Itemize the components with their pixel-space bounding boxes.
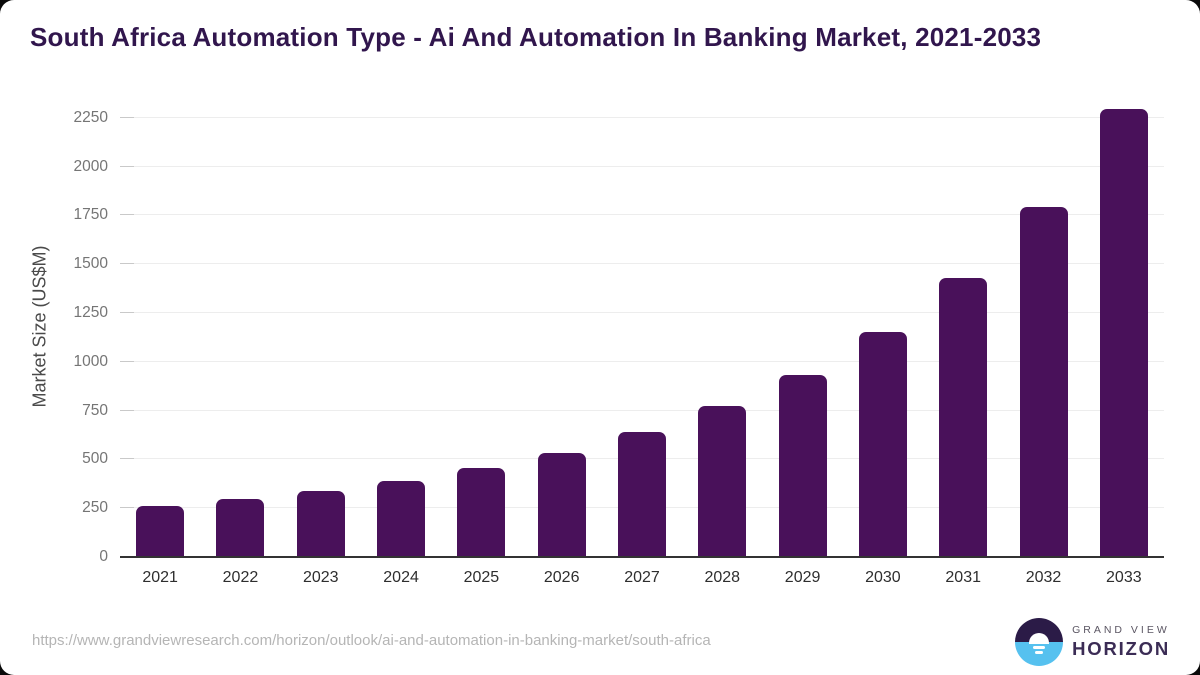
y-axis-title: Market Size (US$M)	[24, 95, 56, 557]
x-axis-label-2031: 2031	[945, 569, 981, 586]
bar-2021[interactable]	[136, 505, 185, 557]
bar-2027[interactable]	[618, 432, 666, 557]
y-axis-tick-label-1500: 1500	[73, 255, 108, 273]
x-axis-label-2032: 2032	[1025, 569, 1062, 586]
y-tick-mark-1750	[120, 214, 134, 216]
x-axis-labels: 2021 2022 2023 2024 2025 2026 2027 2028 2029 2030…	[120, 569, 1164, 591]
y-tick-mark-2000	[120, 165, 134, 167]
y-axis-tick-label-250: 250	[82, 499, 108, 517]
x-axis-label-2033: 2033	[1106, 569, 1142, 586]
brand-name-grand-view: GRAND VIEW	[1072, 624, 1170, 636]
y-axis-tick-label-1750: 1750	[73, 206, 108, 224]
y-tick-mark-500	[120, 458, 134, 460]
bar-2024[interactable]	[377, 480, 426, 557]
gridline-2250	[120, 116, 1164, 118]
y-tick-mark-2250	[120, 116, 134, 118]
y-axis-tick-label-1250: 1250	[73, 304, 108, 322]
grandview-horizon-logo: GRAND VIEW HORIZON	[1015, 618, 1170, 666]
bar-2023[interactable]	[296, 490, 345, 557]
bar-2033[interactable]	[1099, 109, 1148, 557]
y-axis-labels: 0 250 500 750 1000 1250 1500 1750 2000 2250	[58, 95, 108, 565]
y-tick-mark-1250	[120, 312, 134, 314]
bar-2030[interactable]	[858, 331, 907, 557]
x-axis-label-2029: 2029	[784, 569, 821, 586]
logo-text: GRAND VIEW HORIZON	[1072, 624, 1170, 660]
footer-url: https://www.grandviewresearch.com/horizo…	[32, 632, 711, 649]
x-axis-label-2023: 2023	[302, 569, 339, 586]
gridline-750	[120, 409, 1164, 411]
bar-2029[interactable]	[778, 375, 827, 557]
y-axis-tick-label-0: 0	[99, 548, 108, 565]
y-tick-mark-250	[120, 507, 134, 509]
brand-name-horizon: HORIZON	[1072, 638, 1170, 659]
gridline-1750	[120, 214, 1164, 216]
bar-2026[interactable]	[537, 452, 586, 557]
y-tick-mark-1500	[120, 263, 134, 265]
bar-2025[interactable]	[457, 467, 506, 557]
y-axis-tick-label-500: 500	[82, 450, 108, 468]
gridline-1500	[120, 263, 1164, 265]
x-axis-line	[120, 556, 1164, 558]
gridline-1250	[120, 312, 1164, 314]
logo-sun-shape	[1029, 633, 1050, 644]
y-tick-mark-750	[120, 409, 134, 411]
gridline-2000	[120, 165, 1164, 167]
logo-reflection-bar-2	[1035, 651, 1044, 654]
x-axis-label-2025: 2025	[463, 569, 500, 586]
y-axis-tick-label-750: 750	[82, 401, 108, 419]
logo-reflection-bar-1	[1033, 646, 1046, 649]
y-axis-tick-label-1000: 1000	[73, 352, 108, 370]
gridline-1000	[120, 360, 1164, 362]
x-axis-label-2026: 2026	[543, 569, 580, 586]
x-axis-label-2021: 2021	[142, 569, 178, 586]
y-tick-mark-1000	[120, 360, 134, 362]
page-title: South Africa Automation Type - Ai And Au…	[30, 22, 1042, 52]
bar-2032[interactable]	[1019, 207, 1068, 557]
y-axis-title-text: Market Size (US$M)	[29, 244, 50, 408]
x-axis-label-2024: 2024	[383, 569, 419, 586]
bar-2028[interactable]	[698, 406, 747, 557]
x-axis-label-2022: 2022	[222, 569, 259, 586]
x-axis-label-2027: 2027	[624, 569, 660, 586]
x-axis-label-2030: 2030	[865, 569, 901, 586]
y-axis-tick-label-2250: 2250	[73, 108, 108, 126]
sun-over-horizon-icon	[1015, 618, 1064, 666]
bar-2022[interactable]	[216, 499, 265, 557]
y-axis-tick-label-2000: 2000	[73, 157, 108, 175]
x-axis-label-2028: 2028	[704, 569, 741, 586]
bar-2031[interactable]	[939, 278, 988, 557]
plot-area	[120, 95, 1164, 558]
